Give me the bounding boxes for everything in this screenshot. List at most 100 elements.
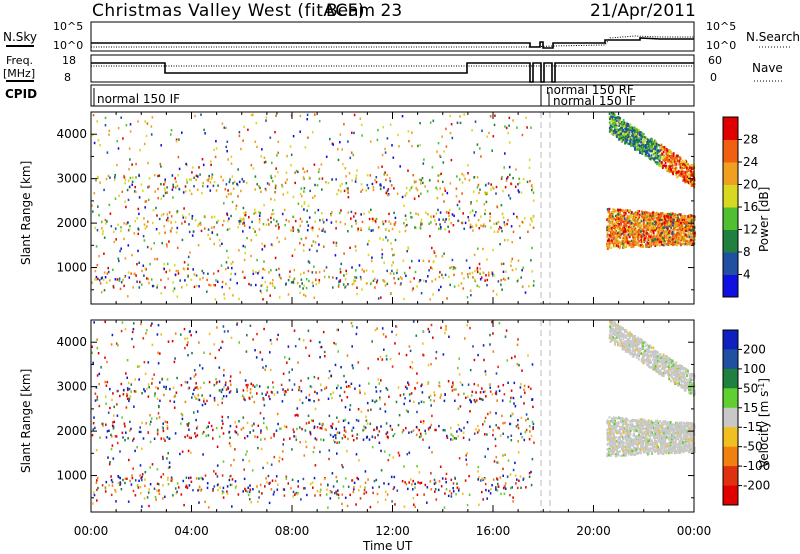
echo-cell [621, 121, 624, 125]
echo-cell [396, 268, 399, 272]
echo-cell [116, 163, 118, 167]
echo-cell [652, 238, 655, 241]
echo-cell [168, 437, 170, 440]
echo-cell [140, 183, 143, 186]
echo-cell [222, 491, 225, 494]
echo-cell [144, 372, 147, 375]
echo-cell [617, 233, 620, 237]
echo-cell [296, 281, 299, 285]
echo-cell [133, 322, 135, 325]
echo-cell [433, 250, 435, 253]
echo-cell [277, 151, 279, 154]
echo-cell [312, 419, 314, 422]
echo-cell [204, 216, 207, 219]
echo-cell [125, 205, 127, 209]
echo-cell [526, 126, 528, 129]
echo-cell [270, 269, 272, 272]
echo-cell [91, 345, 93, 348]
echo-cell [314, 211, 316, 214]
echo-cell [653, 241, 655, 244]
echo-cell [617, 245, 620, 248]
echo-cell [363, 425, 365, 428]
echo-cell [682, 239, 685, 242]
echo-cell [647, 228, 649, 232]
echo-cell [632, 238, 635, 241]
echo-cell [520, 276, 522, 279]
echo-cell [301, 220, 303, 223]
echo-cell [323, 245, 325, 248]
echo-cell [626, 128, 628, 131]
echo-cell [674, 164, 677, 167]
echo-cell [412, 287, 414, 290]
echo-cell [365, 189, 367, 192]
echo-cell [694, 238, 696, 241]
echo-cell [428, 330, 431, 333]
echo-cell [184, 435, 186, 439]
echo-cell [352, 153, 355, 157]
echo-cell [481, 387, 483, 390]
echo-cell [347, 283, 349, 286]
echo-cell [653, 139, 656, 142]
echo-cell [313, 446, 316, 449]
echo-cell [661, 235, 664, 239]
echo-cell [529, 179, 531, 183]
echo-cell [313, 476, 316, 480]
echo-cell [668, 234, 671, 237]
echo-cell [662, 157, 665, 160]
echo-cell [662, 226, 665, 229]
echo-cell [403, 271, 406, 275]
echo-cell [502, 270, 505, 273]
echo-cell [608, 234, 611, 237]
echo-cell [691, 184, 693, 187]
echo-cell [664, 162, 667, 165]
echo-cell [345, 269, 347, 273]
echo-cell [355, 418, 358, 422]
echo-cell [644, 210, 647, 214]
echo-cell [188, 230, 191, 234]
echo-cell [307, 224, 310, 227]
echo-cell [325, 155, 328, 158]
echo-cell [242, 222, 244, 225]
echo-cell [407, 487, 409, 491]
echo-cell [621, 134, 624, 137]
echo-cell [437, 179, 439, 183]
echo-cell [184, 337, 186, 340]
echo-cell [156, 428, 159, 432]
echo-cell [647, 223, 649, 227]
echo-cell [658, 239, 661, 242]
echo-cell [368, 239, 370, 243]
echo-cell [617, 212, 620, 216]
echo-cell [634, 223, 637, 226]
echo-cell [494, 437, 497, 441]
echo-cell [639, 244, 642, 247]
echo-cell [127, 221, 129, 224]
echo-cell [389, 123, 392, 126]
echo-cell [517, 278, 519, 282]
echo-cell [615, 126, 618, 129]
echo-cell [431, 267, 434, 270]
echo-cell [397, 133, 399, 137]
echo-cell [213, 343, 216, 346]
y-tick-label: 2000 [56, 216, 87, 230]
echo-cell [306, 113, 309, 116]
echo-cell [416, 493, 419, 496]
echo-cell [172, 494, 174, 497]
echo-cell [669, 170, 671, 173]
echo-cell [522, 477, 525, 480]
echo-cell [680, 231, 682, 234]
echo-cell [113, 230, 115, 233]
echo-cell [223, 297, 226, 300]
echo-cell [653, 156, 656, 160]
echo-cell [419, 144, 421, 147]
echo-cell [291, 254, 294, 257]
echo-cell [360, 227, 362, 231]
echo-cell [467, 275, 469, 279]
echo-cell [690, 164, 692, 167]
echo-cell [391, 500, 393, 503]
echo-cell [426, 501, 428, 504]
echo-cell [201, 367, 204, 370]
echo-cell [382, 238, 385, 241]
echo-cell [109, 212, 112, 215]
echo-cell [632, 240, 635, 244]
echo-cell [625, 228, 627, 231]
